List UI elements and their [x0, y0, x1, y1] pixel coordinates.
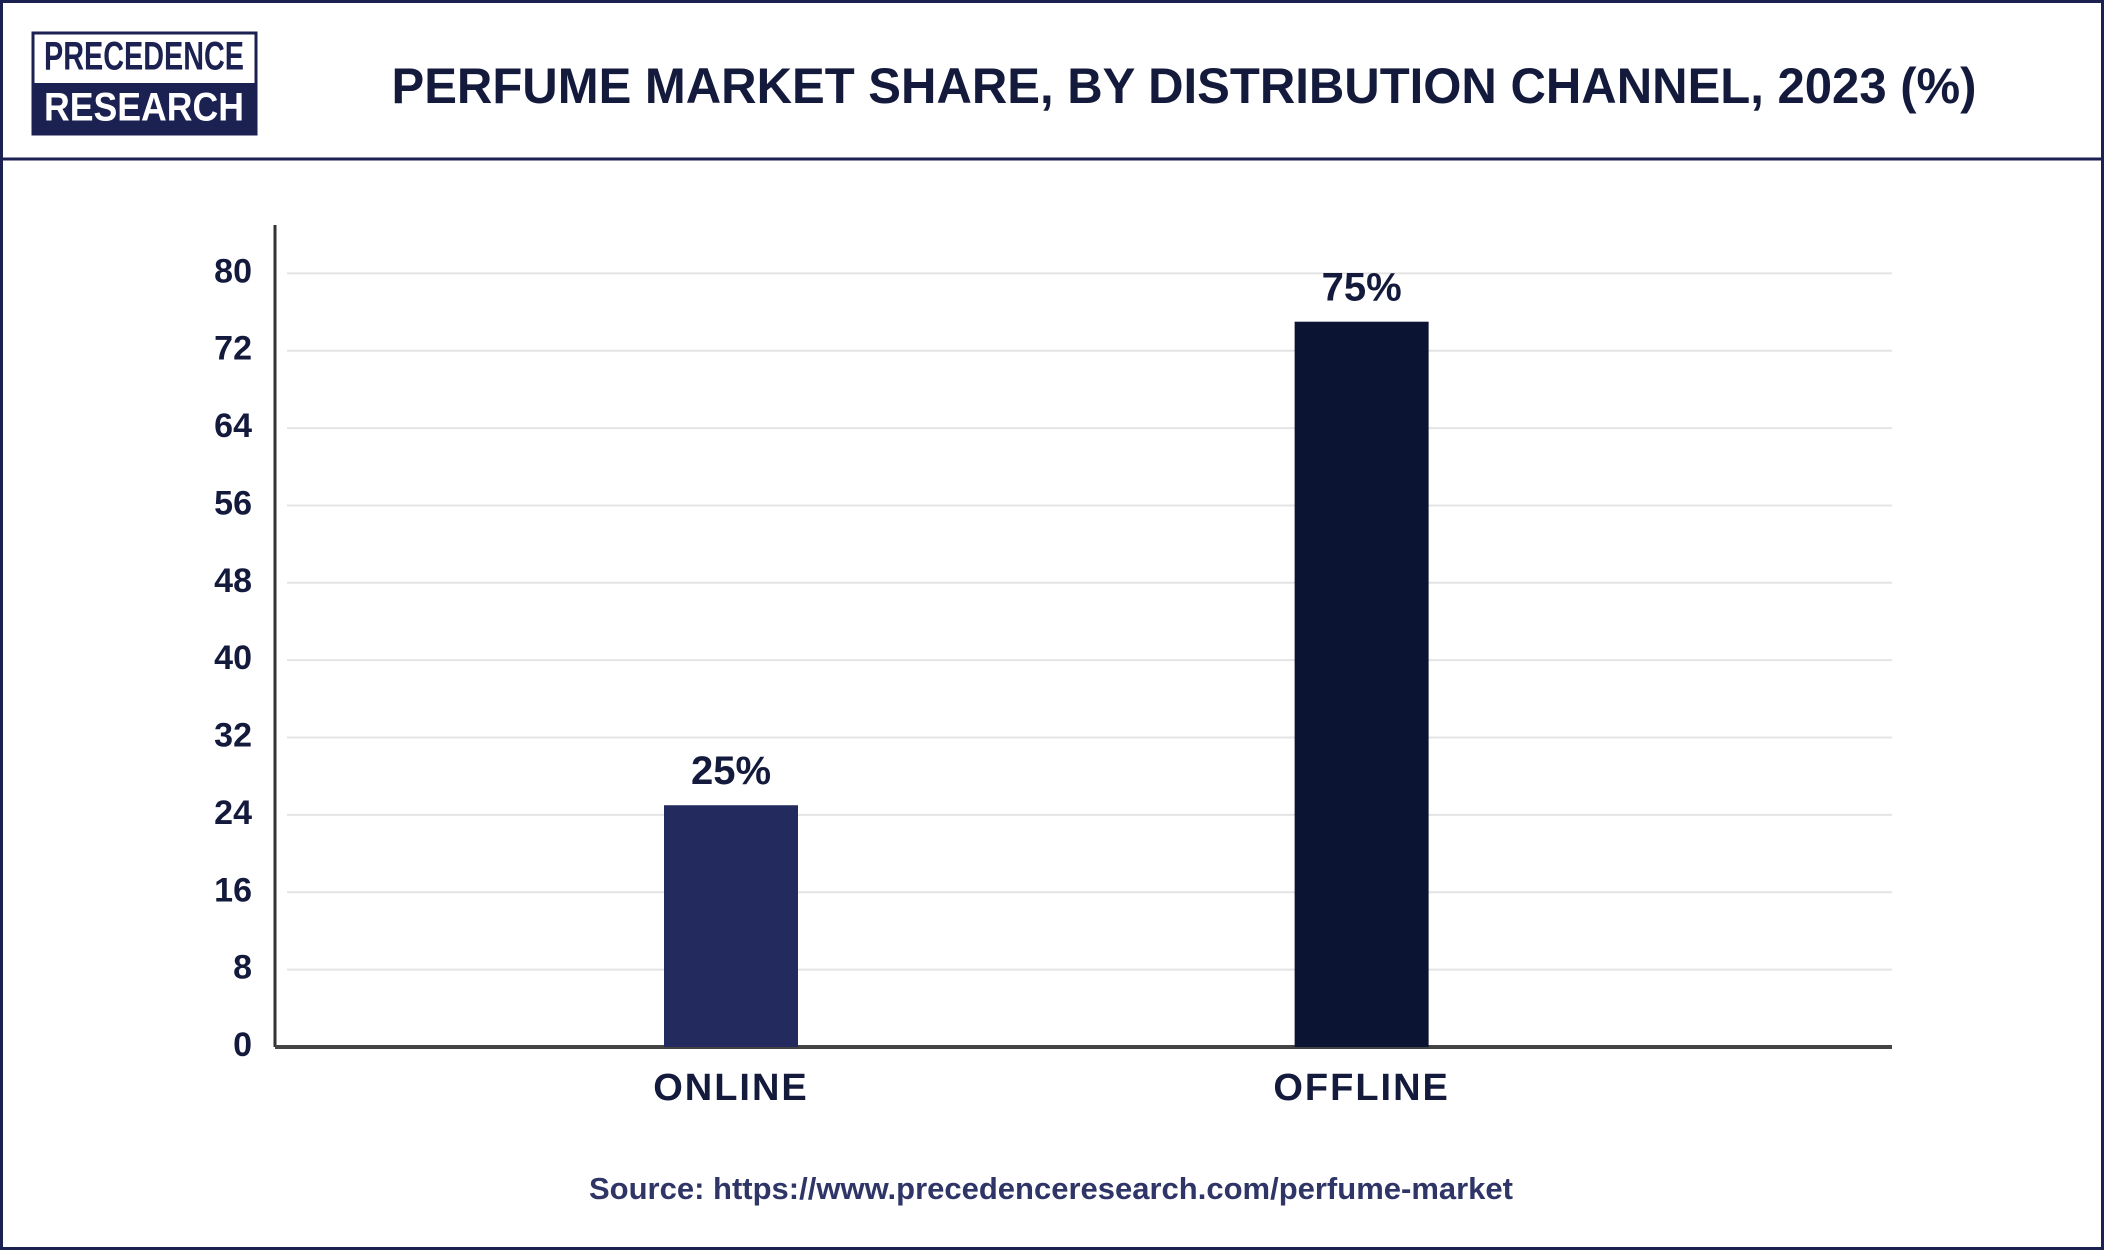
value-label: 25%: [691, 749, 771, 793]
source: Source: https://www.precedenceresearch.c…: [589, 1171, 1513, 1206]
y-tick-label: 24: [214, 794, 252, 832]
y-tick-label: 56: [214, 484, 252, 522]
x-tick-label: ONLINE: [653, 1067, 809, 1109]
logo-band: [33, 83, 256, 134]
y-tick-label: 8: [233, 949, 252, 987]
bar: [1294, 321, 1429, 1047]
logo-text: PRECEDENCE: [44, 35, 244, 79]
value-label: 75%: [1322, 265, 1402, 309]
bar: [663, 805, 798, 1047]
y-tick-label: 72: [214, 330, 252, 368]
y-tick-label: 32: [214, 717, 252, 755]
y-tick-label: 80: [214, 252, 252, 290]
y-tick-label: 16: [214, 871, 252, 909]
y-tick-label: 64: [214, 407, 252, 445]
y-tick-label: 48: [214, 562, 252, 600]
y-tick-label: 0: [233, 1026, 252, 1064]
x-tick-label: OFFLINE: [1273, 1067, 1450, 1109]
y-tick-label: 40: [214, 639, 252, 677]
chart-title: PERFUME MARKET SHARE, BY DISTRIBUTION CH…: [392, 58, 1977, 114]
logo-text: RESEARCH: [44, 86, 244, 130]
